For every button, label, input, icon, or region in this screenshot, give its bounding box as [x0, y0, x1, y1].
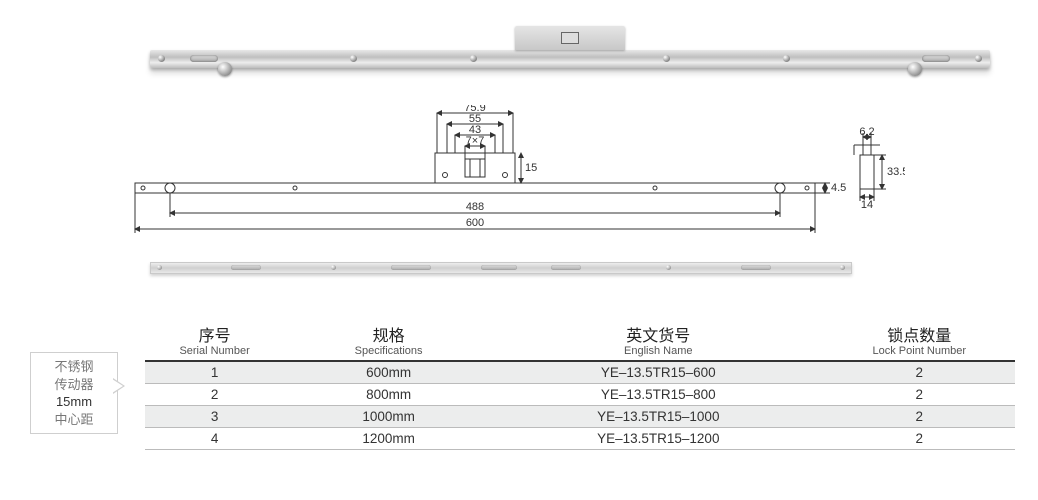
col-spec: 规格Specifications [284, 320, 493, 361]
hole-icon [663, 55, 670, 62]
chevron-right-icon [113, 378, 125, 394]
col-serial: 序号Serial Number [145, 320, 284, 361]
slot-icon [741, 265, 771, 270]
label-line2: 传动器 [33, 376, 115, 394]
table-row: 2 800mm YE–13.5TR15–800 2 [145, 384, 1015, 406]
col-points: 锁点数量Lock Point Number [824, 320, 1015, 361]
hole-icon [783, 55, 790, 62]
gearbox-photo [515, 26, 625, 50]
hole-icon [666, 265, 671, 270]
slot-icon [481, 265, 517, 270]
dim-14: 14 [861, 199, 873, 211]
table-row: 4 1200mm YE–13.5TR15–1200 2 [145, 428, 1015, 450]
category-label: 不锈钢 传动器 15mm 中心距 [30, 352, 118, 434]
cam-left [218, 62, 232, 76]
spec-table: 序号Serial Number 规格Specifications 英文货号Eng… [145, 320, 1015, 450]
table-row: 3 1000mm YE–13.5TR15–1000 2 [145, 406, 1015, 428]
dim-15: 15 [525, 162, 537, 174]
cam-right [908, 62, 922, 76]
label-line1: 不锈钢 [33, 358, 115, 376]
label-line3: 中心距 [33, 411, 115, 429]
dim-600: 600 [466, 217, 484, 229]
slot-icon [922, 55, 950, 62]
hole-icon [470, 55, 477, 62]
hole-icon [157, 265, 162, 270]
dim-4-5: 4.5 [831, 182, 846, 194]
table-header-row: 序号Serial Number 规格Specifications 英文货号Eng… [145, 320, 1015, 361]
col-name: 英文货号English Name [493, 320, 824, 361]
hole-icon [840, 265, 845, 270]
diagram-area: 75.9 55 43 7×7 15 488 600 4.5 6.2 33.5 1… [10, 10, 1028, 290]
slot-icon [231, 265, 261, 270]
product-photo-bar [150, 50, 990, 68]
slot-icon [551, 265, 581, 270]
dim-7x7: 7×7 [466, 135, 485, 147]
dim-33-5: 33.5 [887, 166, 905, 178]
label-accent: 15mm [56, 394, 92, 409]
table-row: 1 600mm YE–13.5TR15–600 2 [145, 361, 1015, 384]
dim-488: 488 [466, 201, 484, 213]
dim-6-2: 6.2 [859, 126, 874, 138]
hole-icon [350, 55, 357, 62]
slot-icon [391, 265, 431, 270]
technical-drawing: 75.9 55 43 7×7 15 488 600 4.5 6.2 33.5 1… [125, 105, 905, 265]
slot-icon [190, 55, 218, 62]
product-slim-bar [150, 262, 852, 274]
hole-icon [331, 265, 336, 270]
